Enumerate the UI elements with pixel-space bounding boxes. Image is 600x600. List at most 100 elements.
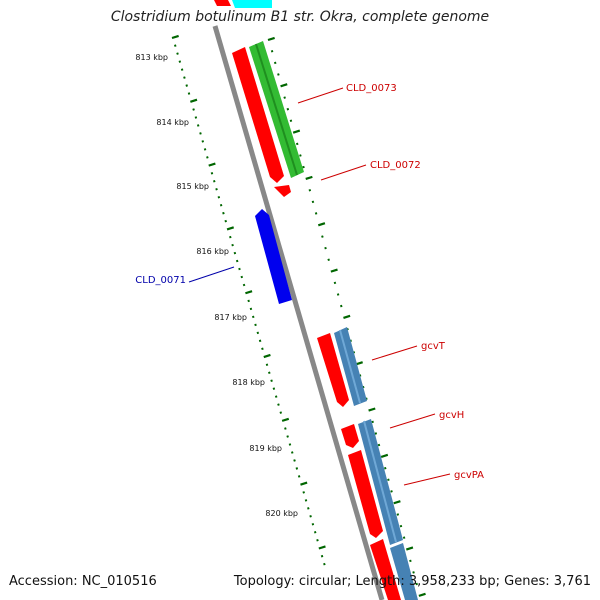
scale-ruler-dot	[180, 68, 184, 71]
inner-track-major-tick	[280, 83, 288, 88]
scale-ruler-major-tick	[300, 481, 308, 486]
inner-track-dot	[415, 582, 418, 586]
scale-ruler-major-tick	[190, 98, 198, 103]
scale-ruler-dot	[313, 531, 317, 534]
scale-ruler-dot	[265, 363, 269, 366]
inner-track-dot	[412, 571, 415, 574]
cds-feature-gcvpa[interactable]	[348, 450, 383, 538]
scale-ruler-major-tick	[281, 417, 290, 422]
scale-tick-label: 815 kbp	[176, 182, 209, 191]
cds-feature-cld-0072[interactable]	[274, 185, 291, 197]
scale-ruler-dot	[192, 108, 195, 111]
scale-ruler-dot	[261, 347, 264, 351]
scale-ruler-dot	[178, 60, 182, 63]
scale-ruler-dot	[219, 203, 223, 207]
scale-ruler-dot	[274, 395, 278, 398]
scale-ruler-dot	[286, 435, 289, 438]
gene-label-cld-0072[interactable]: CLD_0072	[370, 160, 421, 171]
scale-ruler-dot	[272, 387, 276, 390]
inner-track-major-tick	[317, 222, 326, 227]
inner-track-dot	[390, 490, 393, 493]
inner-track-major-tick	[267, 36, 275, 42]
gene-label-cld-0073[interactable]: CLD_0073	[346, 83, 397, 94]
inner-track-major-tick	[355, 361, 363, 366]
inner-track-major-tick	[330, 268, 338, 273]
gene-label-cld-0071[interactable]: CLD_0071	[135, 275, 186, 286]
scale-tick-label: 813 kbp	[135, 53, 168, 62]
scale-ruler-dot	[288, 443, 292, 446]
inner-track-major-tick	[343, 314, 351, 319]
inner-track-dot	[336, 293, 340, 296]
inner-track-dot	[289, 119, 293, 123]
scale-ruler-dot	[302, 491, 305, 494]
cds-feature-cld-0073[interactable]	[232, 47, 284, 183]
genome-title: Clostridium botulinum B1 str. Okra, comp…	[110, 9, 490, 25]
cds-feature-gcvh[interactable]	[341, 424, 359, 448]
scale-ruler-dot	[323, 562, 326, 566]
scale-ruler-dot	[173, 44, 177, 47]
gene-label-gcvh[interactable]: gcvH	[439, 410, 464, 421]
scale-tick-label: 814 kbp	[156, 118, 189, 127]
cds-feature-cld-0071[interactable]	[255, 209, 292, 304]
scale-ruler-dot	[233, 251, 237, 255]
scale-ruler-major-tick	[171, 34, 179, 40]
inner-track-dot	[327, 258, 330, 261]
inner-track-dot	[299, 154, 302, 157]
scale-ruler	[171, 34, 326, 566]
inner-track-major-tick	[418, 592, 426, 597]
inner-track-dot	[321, 235, 324, 238]
scale-ruler-dot	[316, 538, 319, 542]
scale-ruler-dot	[279, 411, 283, 414]
cds-feature-partial-bottom	[370, 539, 401, 600]
scale-ruler-dot	[206, 156, 209, 159]
inner-track-dot	[374, 432, 378, 435]
inner-track-dot	[339, 304, 343, 308]
label-leader-cld-0073	[297, 87, 344, 104]
scale-ruler-major-tick	[226, 226, 235, 231]
inner-track-dot	[283, 96, 286, 99]
scale-ruler-dot	[249, 307, 253, 311]
scale-ruler-dot	[254, 323, 257, 327]
cds-feature-partial-top	[214, 0, 231, 6]
scale-ruler-dot	[231, 243, 234, 247]
scale-ruler-dot	[224, 219, 227, 223]
scale-tick-label: 817 kbp	[214, 313, 247, 322]
inner-track-dot	[409, 559, 412, 563]
inner-track-major-tick	[393, 500, 401, 505]
gene-label-gcvpa[interactable]: gcvPA	[454, 470, 484, 481]
scale-ruler-dot	[199, 132, 202, 135]
inner-track-dot	[273, 61, 277, 65]
scale-tick-label: 816 kbp	[196, 247, 229, 256]
inner-track-major-tick	[368, 407, 376, 412]
inner-track-major-tick	[305, 175, 313, 181]
scale-ruler-dot	[309, 515, 312, 518]
scale-ruler-dot	[222, 211, 225, 215]
scale-tick-label: 819 kbp	[249, 444, 282, 453]
green-feature-stripe	[255, 43, 298, 176]
steelblue-feature-stripe	[339, 329, 361, 404]
cds-feature-gcvt[interactable]	[317, 333, 349, 407]
steelblue-feature-stripe	[363, 420, 397, 543]
inner-track-dot	[384, 466, 387, 470]
scale-ruler-dot	[251, 315, 255, 319]
scale-ruler-dot	[187, 92, 191, 95]
gene-label-gcvt[interactable]: gcvT	[421, 341, 446, 352]
inner-track-dot	[399, 524, 403, 528]
genome-summary-text: Topology: circular; Length: 3,958,233 bp…	[233, 574, 591, 589]
inner-track-major-tick	[380, 453, 389, 458]
label-leader-gcvh	[389, 413, 436, 429]
scale-ruler-dot	[311, 523, 315, 526]
scale-ruler-dot	[293, 459, 296, 462]
scale-ruler-dot	[238, 267, 241, 271]
scale-ruler-dot	[217, 195, 221, 199]
scale-ruler-dot	[240, 275, 244, 279]
inner-track-dot	[396, 513, 400, 516]
scale-ruler-dot	[304, 499, 308, 502]
scale-ruler-major-tick	[318, 545, 326, 550]
genome-backbone	[212, 25, 385, 600]
inner-track-dot	[333, 281, 337, 285]
scale-ruler-dot	[277, 403, 280, 406]
scale-ruler-dot	[320, 554, 324, 558]
scale-ruler-dot	[210, 172, 214, 175]
